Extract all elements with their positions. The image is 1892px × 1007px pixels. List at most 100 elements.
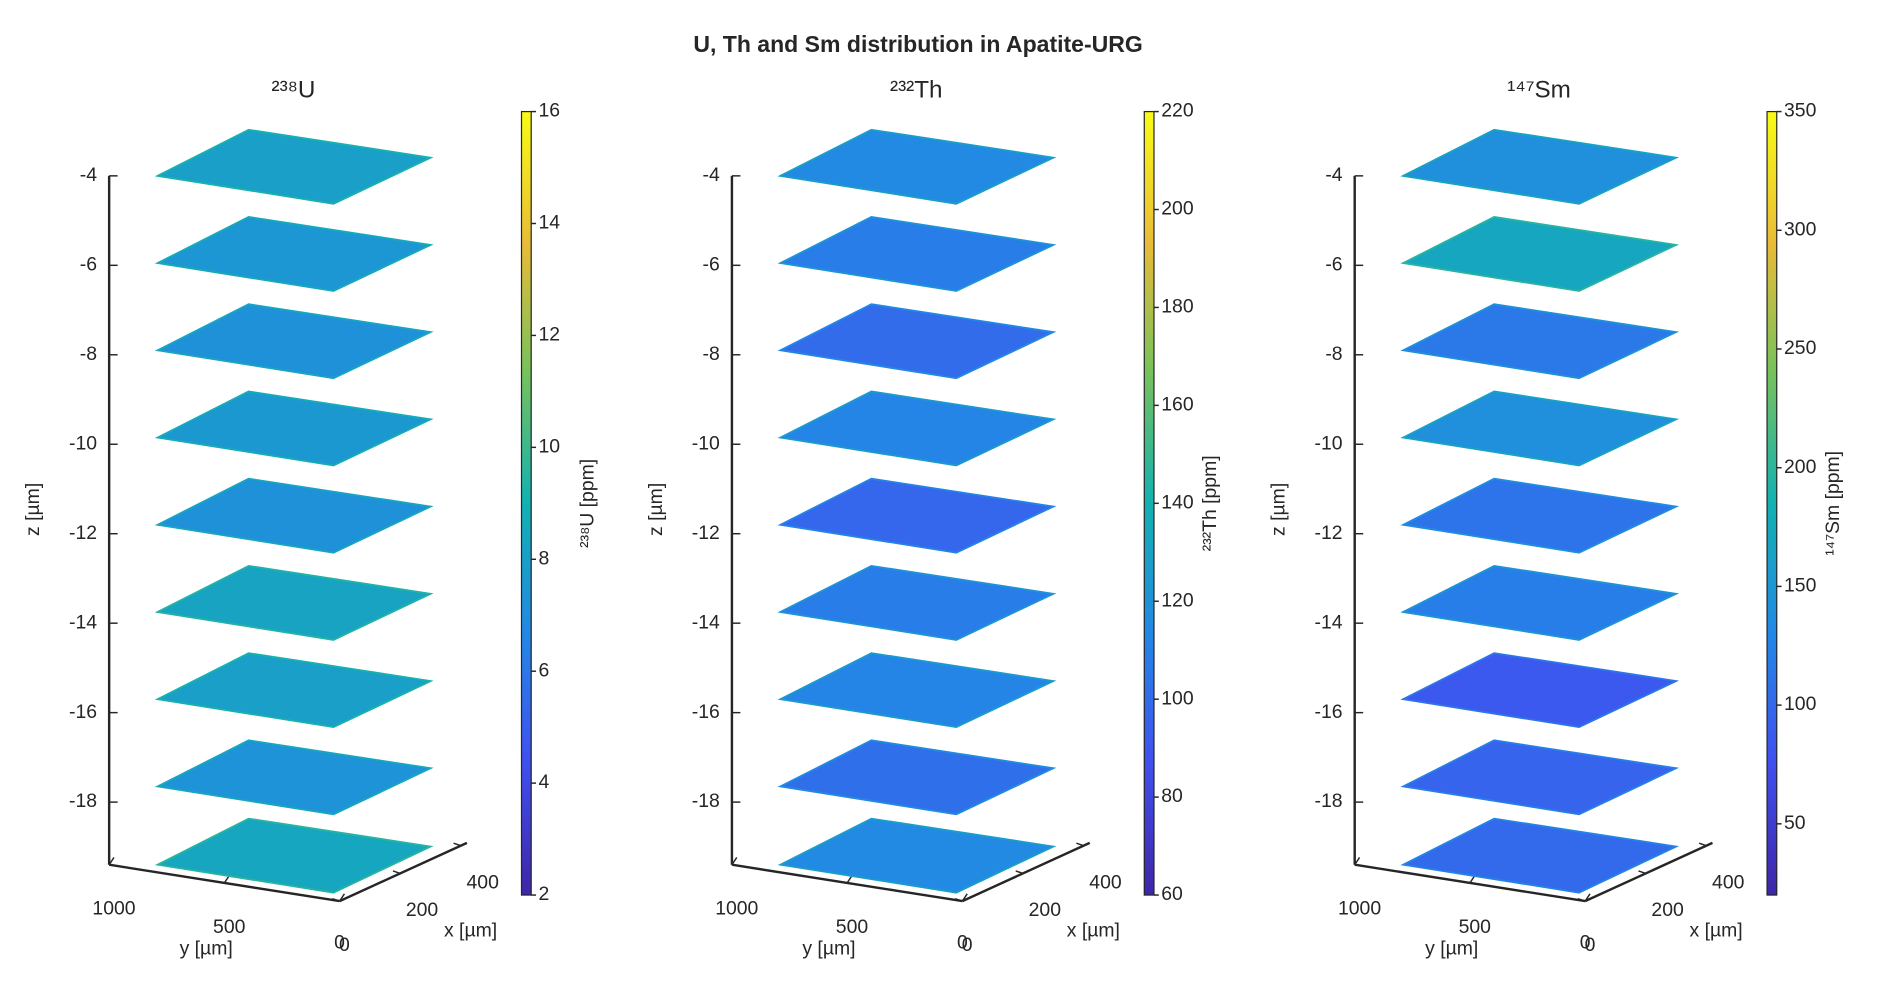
x-tick bbox=[453, 842, 462, 847]
y-tick bbox=[108, 857, 115, 866]
x-tick bbox=[1076, 842, 1084, 847]
slice bbox=[777, 216, 1057, 292]
colorbar-tick-label: 50 bbox=[1784, 812, 1806, 834]
z-axis-label: z [µm] bbox=[645, 483, 667, 536]
y-axis-label: y [µm] bbox=[802, 938, 855, 960]
z-tick-label: -16 bbox=[692, 701, 720, 723]
z-tick-label: -6 bbox=[80, 253, 97, 275]
x-tick bbox=[954, 897, 963, 902]
slice bbox=[1400, 216, 1680, 292]
x-tick-label: 400 bbox=[1712, 871, 1745, 893]
x-tick-label: 200 bbox=[1651, 899, 1684, 921]
colorbar-tick-label: 200 bbox=[1784, 456, 1817, 478]
slice bbox=[777, 817, 1057, 894]
slice bbox=[154, 652, 434, 729]
colorbar-label: ²³²Th [ppm] bbox=[1199, 455, 1221, 551]
colorbar-tick-label: 120 bbox=[1161, 589, 1194, 611]
colorbar-tick-label: 16 bbox=[538, 100, 560, 122]
z-tick-label: -10 bbox=[692, 432, 720, 454]
z-axis-label: z [µm] bbox=[22, 483, 44, 536]
z-tick-label: -18 bbox=[69, 790, 97, 812]
x-tick bbox=[392, 870, 401, 875]
x-axis-label: x [µm] bbox=[444, 920, 497, 942]
panel-title: ²³²Th bbox=[890, 76, 943, 103]
slice bbox=[1400, 817, 1680, 894]
y-tick-label: 500 bbox=[1459, 916, 1492, 938]
z-tick-label: -8 bbox=[1325, 343, 1342, 365]
y-tick-label: 1000 bbox=[715, 898, 758, 920]
colorbar-tick-label: 160 bbox=[1161, 394, 1194, 416]
colorbar-tick-label: 350 bbox=[1784, 100, 1817, 122]
colorbar-tick-label: 2 bbox=[538, 883, 549, 905]
slice bbox=[777, 303, 1057, 380]
z-tick-label: -8 bbox=[80, 343, 97, 365]
colorbar-tick-label: 80 bbox=[1161, 785, 1183, 807]
y-tick bbox=[338, 893, 346, 902]
x-tick bbox=[332, 897, 340, 902]
slice bbox=[154, 303, 434, 380]
y-tick-label: 500 bbox=[213, 916, 246, 938]
z-tick-label: -14 bbox=[1315, 611, 1343, 633]
slice bbox=[1400, 564, 1680, 641]
z-tick-label: -8 bbox=[703, 343, 720, 365]
slice bbox=[1400, 390, 1680, 467]
colorbar-tick-label: 300 bbox=[1784, 218, 1817, 240]
z-tick-label: -10 bbox=[69, 432, 97, 454]
panel-title: ¹⁴⁷Sm bbox=[1507, 76, 1571, 103]
y-tick bbox=[961, 893, 968, 902]
colorbar-tick-label: 180 bbox=[1161, 296, 1194, 318]
slice bbox=[1400, 652, 1680, 729]
colorbar-tick-label: 8 bbox=[538, 547, 549, 569]
z-tick-label: -10 bbox=[1315, 432, 1343, 454]
colorbar-tick-label: 100 bbox=[1784, 693, 1817, 715]
x-tick-label: 0 bbox=[1580, 932, 1591, 954]
y-tick-label: 1000 bbox=[1338, 898, 1381, 920]
x-axis bbox=[1584, 841, 1713, 903]
slice bbox=[777, 477, 1057, 554]
colorbar bbox=[1766, 110, 1778, 896]
colorbar-tick-label: 6 bbox=[538, 659, 549, 681]
y-tick-label: 1000 bbox=[92, 898, 135, 920]
plot-area: U, Th and Sm distribution in Apatite-URG… bbox=[22, 31, 1844, 960]
panel-title: ²³⁸U bbox=[272, 76, 316, 103]
colorbar bbox=[1143, 110, 1155, 896]
z-tick-label: -4 bbox=[703, 164, 720, 186]
y-tick bbox=[731, 857, 738, 866]
y-tick bbox=[1584, 893, 1591, 902]
x-tick bbox=[1698, 842, 1707, 847]
colorbar-tick-label: 100 bbox=[1161, 687, 1194, 709]
colorbar-tick-label: 4 bbox=[538, 771, 549, 793]
colorbar-tick-label: 12 bbox=[538, 324, 560, 346]
slice bbox=[154, 739, 434, 816]
x-axis-label: x [µm] bbox=[1067, 920, 1120, 942]
x-tick-label: 200 bbox=[1029, 899, 1062, 921]
x-tick bbox=[1577, 897, 1586, 902]
y-tick-label: 0 bbox=[1585, 934, 1596, 956]
z-tick-label: -4 bbox=[1325, 164, 1342, 186]
slice bbox=[777, 739, 1057, 816]
y-tick-label: 500 bbox=[836, 916, 869, 938]
x-axis bbox=[339, 841, 468, 903]
x-axis bbox=[961, 841, 1091, 903]
z-tick-label: -12 bbox=[1315, 522, 1343, 544]
x-tick bbox=[1638, 870, 1646, 875]
colorbar-tick-label: 150 bbox=[1784, 575, 1817, 597]
slice bbox=[1400, 739, 1680, 816]
x-tick-label: 200 bbox=[406, 899, 439, 921]
slice bbox=[1400, 477, 1680, 554]
colorbar-tick-label: 60 bbox=[1161, 883, 1183, 905]
x-tick-label: 0 bbox=[957, 932, 968, 954]
y-axis-label: y [µm] bbox=[180, 938, 233, 960]
colorbar-tick-label: 14 bbox=[538, 212, 560, 234]
slice bbox=[777, 390, 1057, 467]
z-tick-label: -6 bbox=[1325, 253, 1342, 275]
y-tick bbox=[1354, 857, 1361, 866]
z-tick-label: -18 bbox=[1315, 790, 1343, 812]
slice bbox=[1400, 128, 1680, 205]
z-tick-label: -12 bbox=[69, 522, 97, 544]
colorbar-label: ¹⁴⁷Sm [ppm] bbox=[1822, 451, 1844, 556]
slice bbox=[777, 652, 1057, 729]
slice bbox=[1400, 303, 1680, 380]
z-axis-label: z [µm] bbox=[1268, 483, 1290, 536]
